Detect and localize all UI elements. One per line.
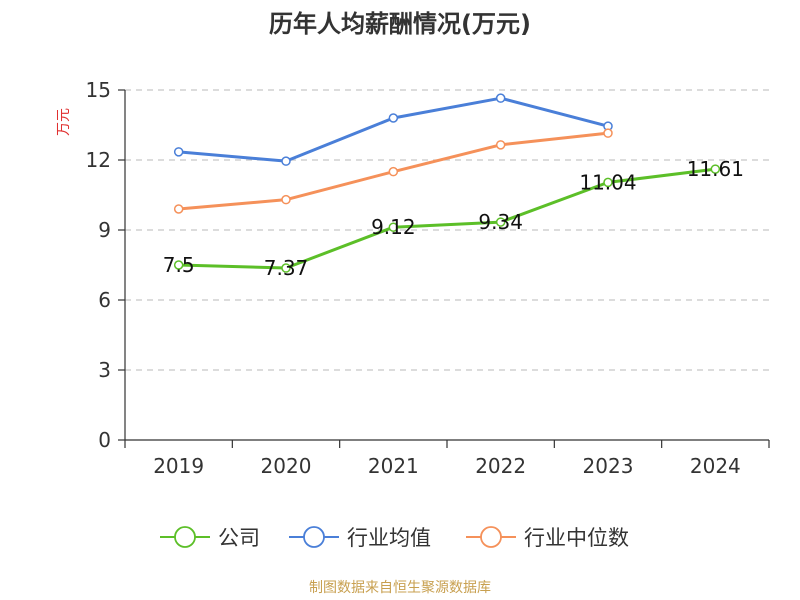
data-label: 9.12 xyxy=(371,215,416,239)
data-point xyxy=(281,263,291,273)
grid-lines xyxy=(125,89,769,371)
y-tick-label: 6 xyxy=(98,288,111,312)
data-point xyxy=(388,113,399,123)
data-point xyxy=(388,166,399,177)
source-note: 制图数据来自恒生聚源数据库 xyxy=(309,580,491,596)
data-label: 11.04 xyxy=(579,170,636,194)
y-tick-label: 9 xyxy=(98,218,111,242)
series-line-1 xyxy=(178,96,609,163)
x-tick-label: 2024 xyxy=(690,454,741,478)
data-point xyxy=(281,156,291,166)
data-point xyxy=(495,217,506,227)
x-tick-label: 2019 xyxy=(153,454,204,478)
data-label: 7.37 xyxy=(264,256,309,280)
legend-label: 行业均值 xyxy=(347,526,431,550)
legend-marker xyxy=(174,526,196,548)
data-point xyxy=(173,260,184,270)
x-tick-label: 2020 xyxy=(261,454,312,478)
data-label: 7.5 xyxy=(163,253,195,277)
data-point xyxy=(710,164,721,174)
data-label: 9.34 xyxy=(478,210,523,234)
y-tick-label: 15 xyxy=(86,78,111,102)
x-tick-label: 2021 xyxy=(368,454,419,478)
legend-label: 公司 xyxy=(218,526,260,550)
y-tick-label: 12 xyxy=(86,148,111,172)
data-point xyxy=(603,177,613,188)
y-tick-label: 3 xyxy=(98,358,111,382)
legend-marker xyxy=(303,526,325,548)
data-label: 11.61 xyxy=(687,157,744,181)
legend-label: 行业中位数 xyxy=(524,526,629,550)
data-point xyxy=(388,222,399,232)
data-point xyxy=(173,204,184,214)
data-point xyxy=(281,194,291,205)
legend-marker xyxy=(480,526,502,548)
data-point xyxy=(603,128,613,138)
data-labels: 7.5 7.37 9.12 9.34 11.04 11.61 xyxy=(163,157,744,280)
series-lines xyxy=(173,93,721,273)
y-tick-label: 0 xyxy=(98,428,111,452)
x-tick-label: 2022 xyxy=(475,454,526,478)
y-axis-label: 万元 xyxy=(56,108,72,136)
x-tick-label: 2023 xyxy=(583,454,634,478)
data-point xyxy=(495,140,506,150)
series-line-0 xyxy=(178,167,716,270)
chart-title: 历年人均薪酬情况(万元) xyxy=(269,10,531,38)
axes: 0 3 6 9 12 15 2019 2020 2021 2022 2023 2024 万元 xyxy=(56,78,770,478)
data-point xyxy=(495,93,506,103)
legend: 公司 行业均值 行业中位数 xyxy=(160,526,629,550)
data-point xyxy=(173,147,184,157)
